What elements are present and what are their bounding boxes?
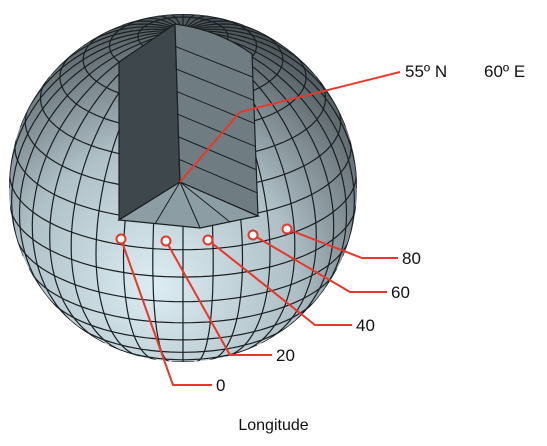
longitude-leader-line — [252, 234, 387, 293]
leader-lines — [120, 71, 401, 386]
wedge-right-face — [174, 23, 259, 217]
longitude-markers — [115, 223, 293, 247]
wedge-floor-line — [154, 181, 181, 225]
longitude-marker-labels: 0 20 40 60 80 — [216, 249, 421, 395]
wedge-face-lines — [154, 46, 258, 229]
meridian-line — [182, 20, 245, 32]
longitude-leader-line — [165, 240, 272, 356]
wedge-face-line — [178, 136, 257, 171]
wedge-face-line — [176, 68, 254, 101]
longitude-marker-point — [281, 223, 293, 235]
meridian-line — [182, 30, 356, 257]
meridian-line — [182, 23, 262, 34]
meridian-line — [9, 30, 184, 189]
meridian-line — [76, 26, 184, 51]
longitude-marker-point — [115, 233, 127, 245]
meridian-line — [50, 28, 184, 76]
latitude-label: 55º N — [405, 62, 448, 81]
meridian-line — [182, 28, 316, 76]
wedge-face-line — [177, 113, 256, 148]
meridian-line — [10, 30, 184, 257]
longitude-marker-point — [202, 234, 214, 246]
meridian-line — [182, 26, 290, 51]
meridian-line — [19, 30, 184, 128]
longitude-marker-point — [160, 235, 172, 247]
meridian-line — [18, 30, 184, 302]
longitude-leader-line — [286, 228, 398, 259]
longitude-marker-label: 60 — [391, 283, 410, 302]
diagram-caption: Longitude — [238, 417, 309, 434]
wedge-floor-line — [179, 181, 231, 223]
wedge-floor-line — [179, 181, 201, 229]
cutaway-wedge — [117, 22, 260, 229]
longitude-marker-label: 20 — [276, 346, 295, 365]
longitude-marker-label: 40 — [356, 316, 375, 335]
coordinate-leader-line — [179, 71, 401, 183]
meridian-line — [182, 30, 357, 189]
meridian-line — [104, 23, 184, 34]
wedge-face-line — [175, 46, 254, 78]
longitude-label: 60º E — [484, 62, 526, 81]
meridian-line — [182, 30, 347, 128]
longitude-leader-line — [120, 238, 212, 386]
longitude-marker-point — [247, 229, 259, 241]
longitude-marker-label: 0 — [216, 376, 225, 395]
wedge-face-line — [176, 91, 255, 124]
wedge-face-line — [179, 158, 258, 194]
longitude-marker-label: 80 — [402, 249, 421, 268]
longitude-leader-line — [207, 239, 352, 326]
